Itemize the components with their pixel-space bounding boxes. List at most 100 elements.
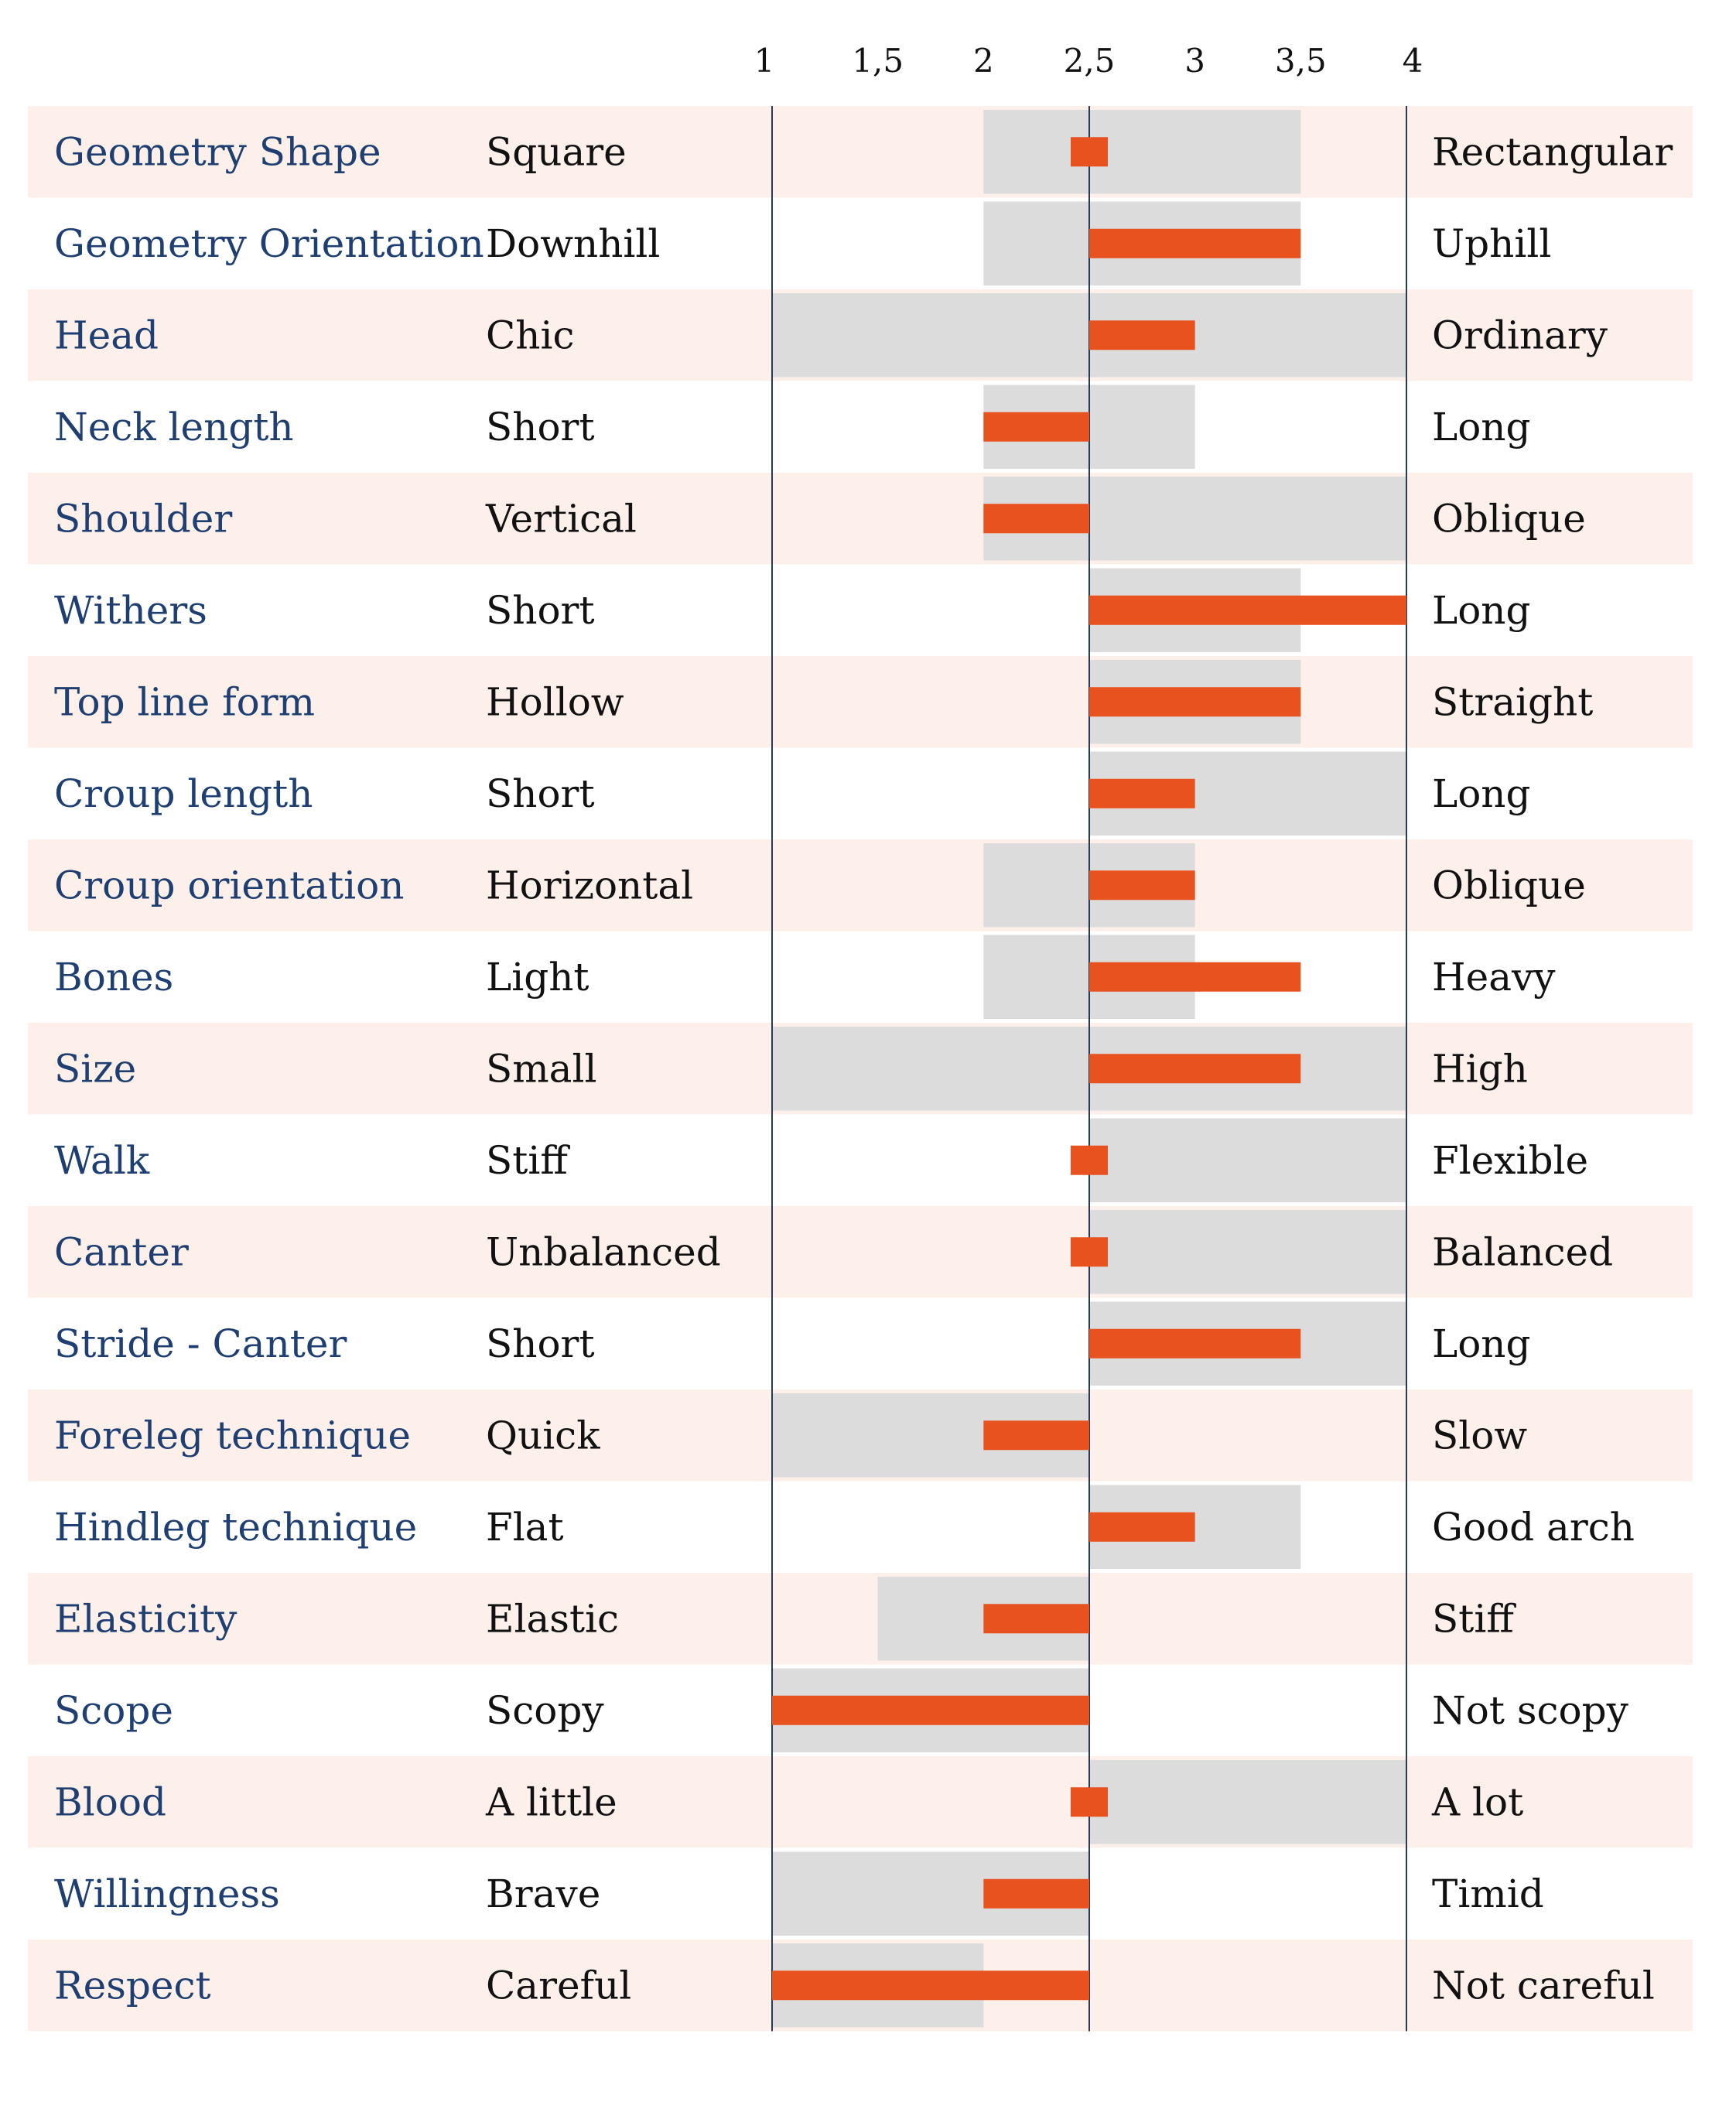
high-pole-label: Balanced xyxy=(1432,1229,1613,1274)
trait-label: Walk xyxy=(54,1138,150,1183)
high-pole-label: Ordinary xyxy=(1432,313,1608,357)
tick-label: 2,5 xyxy=(1064,42,1116,80)
value-bar xyxy=(1071,1145,1108,1175)
value-bar xyxy=(1071,1237,1108,1267)
high-pole-label: A lot xyxy=(1431,1779,1523,1824)
tick-label: 3,5 xyxy=(1275,42,1327,80)
high-pole-label: Uphill xyxy=(1432,221,1551,266)
value-bar xyxy=(1089,870,1195,901)
high-pole-label: Timid xyxy=(1432,1871,1544,1916)
high-pole-label: Long xyxy=(1432,1321,1531,1366)
value-bar xyxy=(1089,962,1301,992)
tick-label: 2 xyxy=(973,42,994,80)
low-pole-label: Careful xyxy=(486,1963,631,2008)
trait-label: Shoulder xyxy=(54,496,232,541)
row-band xyxy=(28,473,1693,565)
high-pole-label: Oblique xyxy=(1432,863,1586,907)
high-pole-label: High xyxy=(1432,1046,1528,1091)
value-bar xyxy=(1089,778,1195,808)
trait-label: Respect xyxy=(54,1963,211,2008)
trait-label: Bones xyxy=(54,955,173,1000)
row-band xyxy=(28,1756,1693,1848)
value-bar xyxy=(1071,137,1108,167)
low-pole-label: Unbalanced xyxy=(486,1229,721,1274)
row-labels: Geometry Shape Square Rectangular Geometry … xyxy=(54,129,1673,2008)
low-pole-label: Chic xyxy=(486,313,574,357)
trait-label: Stride - Canter xyxy=(54,1321,347,1366)
trait-label: Geometry Orientation xyxy=(54,221,484,266)
low-pole-label: Light xyxy=(486,955,589,1000)
row-band xyxy=(28,839,1693,931)
low-pole-label: Scopy xyxy=(486,1688,604,1733)
value-bar xyxy=(1089,595,1406,625)
trait-label: Canter xyxy=(54,1229,189,1274)
tick-label: 4 xyxy=(1403,42,1423,80)
row-band xyxy=(28,1573,1693,1665)
low-pole-label: Vertical xyxy=(485,496,637,541)
value-bar xyxy=(772,1970,1089,2001)
value-bar xyxy=(983,1420,1089,1451)
value-bar xyxy=(983,504,1089,534)
value-bar xyxy=(1089,687,1301,717)
value-bar xyxy=(1089,320,1195,350)
row-band xyxy=(28,1206,1693,1298)
value-bar xyxy=(983,412,1089,442)
row-band xyxy=(28,656,1693,748)
trait-label: Willingness xyxy=(54,1871,280,1916)
high-pole-label: Good arch xyxy=(1432,1505,1635,1550)
high-pole-label: Long xyxy=(1432,771,1531,816)
low-pole-label: Horizontal xyxy=(486,863,693,907)
high-pole-label: Flexible xyxy=(1432,1138,1588,1183)
range-band xyxy=(983,110,1301,194)
tick-label: 1,5 xyxy=(852,42,904,80)
low-pole-label: Stiff xyxy=(486,1138,570,1183)
trait-label: Croup length xyxy=(54,771,313,816)
trait-label: Geometry Shape xyxy=(54,129,381,174)
range-band xyxy=(1089,1760,1406,1844)
trait-label: Neck length xyxy=(54,405,294,449)
value-bar xyxy=(1089,1512,1195,1542)
high-pole-label: Straight xyxy=(1432,679,1593,724)
range-band xyxy=(1089,1210,1406,1294)
value-bar xyxy=(983,1878,1089,1909)
value-bar xyxy=(1071,1787,1108,1817)
low-pole-label: A little xyxy=(485,1779,617,1824)
low-pole-label: Flat xyxy=(486,1505,564,1550)
low-pole-label: Short xyxy=(486,771,595,816)
low-pole-label: Brave xyxy=(486,1871,600,1916)
high-pole-label: Long xyxy=(1432,405,1531,449)
value-bar xyxy=(1089,1328,1301,1359)
trait-label: Scope xyxy=(54,1688,173,1733)
high-pole-label: Long xyxy=(1432,588,1531,633)
tick-label: 1 xyxy=(754,42,775,80)
value-bar xyxy=(1089,228,1301,258)
low-pole-label: Short xyxy=(486,588,595,633)
value-bar xyxy=(772,1695,1089,1725)
trait-label: Foreleg technique xyxy=(54,1413,411,1458)
low-pole-label: Quick xyxy=(486,1413,600,1458)
trait-label: Blood xyxy=(54,1779,166,1824)
high-pole-label: Stiff xyxy=(1432,1596,1516,1641)
value-bar xyxy=(1089,1054,1301,1084)
high-pole-label: Rectangular xyxy=(1432,129,1673,174)
tick-label: 3 xyxy=(1184,42,1205,80)
trait-label: Croup orientation xyxy=(54,863,404,907)
low-pole-label: Elastic xyxy=(486,1596,619,1641)
row-band xyxy=(28,106,1693,198)
low-pole-label: Hollow xyxy=(486,679,624,724)
low-pole-label: Square xyxy=(486,129,627,174)
high-pole-label: Not careful xyxy=(1432,1963,1655,2008)
trait-label: Elasticity xyxy=(54,1596,238,1641)
trait-label: Hindleg technique xyxy=(54,1505,417,1550)
value-bars xyxy=(772,137,1406,2001)
trait-label: Withers xyxy=(54,588,207,633)
value-bar xyxy=(983,1604,1089,1634)
low-pole-label: Downhill xyxy=(486,221,660,266)
tick-labels: 1 1,5 2 2,5 3 3,5 4 xyxy=(754,42,1423,80)
low-pole-label: Small xyxy=(486,1046,596,1091)
trait-label: Head xyxy=(54,313,159,357)
low-pole-label: Short xyxy=(486,1321,595,1366)
trait-label: Size xyxy=(54,1046,136,1091)
trait-label: Top line form xyxy=(54,679,315,724)
